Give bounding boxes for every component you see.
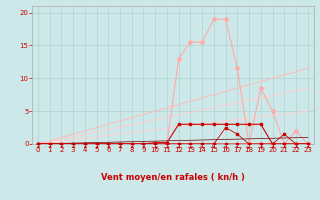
X-axis label: Vent moyen/en rafales ( kn/h ): Vent moyen/en rafales ( kn/h ) — [101, 173, 245, 182]
